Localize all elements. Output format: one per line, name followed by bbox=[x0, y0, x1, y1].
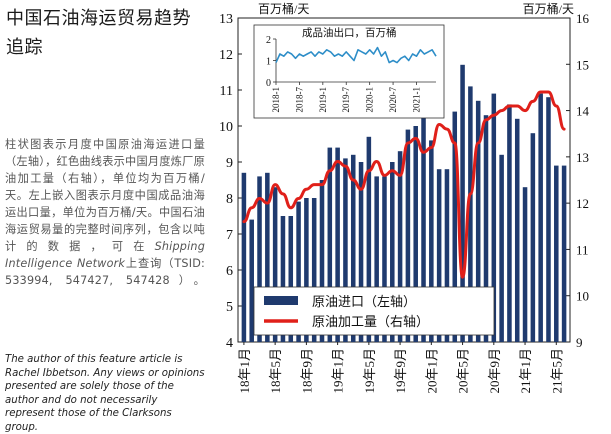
left-axis-label: 4 bbox=[226, 336, 233, 351]
page-title: 中国石油海运贸易趋势追踪 bbox=[6, 8, 191, 58]
import-bar bbox=[421, 104, 426, 343]
import-bar bbox=[546, 97, 551, 342]
right-axis-label: 12 bbox=[576, 196, 589, 211]
right-axis-label: 14 bbox=[576, 104, 590, 119]
import-bar bbox=[296, 201, 301, 342]
throughput-line bbox=[242, 90, 566, 279]
import-bar bbox=[350, 154, 356, 342]
left-axis-label: 12 bbox=[219, 48, 233, 63]
import-bar bbox=[280, 216, 286, 342]
import-bar bbox=[499, 154, 504, 342]
inset-x-label: 2021-1 bbox=[411, 87, 421, 113]
legend-bar-label: 原油进口（左轴） bbox=[312, 294, 416, 309]
inset-x-label: 2019-7 bbox=[341, 87, 351, 113]
left-axis-label: 10 bbox=[219, 120, 233, 135]
inset-x-label: 2018-7 bbox=[294, 87, 304, 113]
import-bar bbox=[311, 198, 317, 342]
import-bar bbox=[335, 147, 340, 342]
right-axis-label: 10 bbox=[576, 289, 589, 304]
right-axis-label: 11 bbox=[576, 242, 589, 257]
right-axis-label: 15 bbox=[576, 57, 589, 72]
x-axis-label: 18年5月 bbox=[268, 348, 283, 394]
import-bar bbox=[514, 118, 520, 342]
inset-y-label: 1 bbox=[266, 57, 271, 68]
x-axis-label: 21年5月 bbox=[549, 348, 564, 394]
import-bar bbox=[491, 93, 497, 342]
import-bar bbox=[288, 216, 294, 342]
x-axis-label: 20年9月 bbox=[487, 348, 502, 394]
import-bar bbox=[522, 187, 528, 342]
import-bar bbox=[366, 136, 372, 342]
right-axis-label: 16 bbox=[576, 11, 590, 26]
left-axis-label: 7 bbox=[226, 228, 233, 243]
right-axis-label: 9 bbox=[576, 335, 583, 350]
import-bar bbox=[265, 172, 270, 342]
right-axis-unit: 百万桶/天 bbox=[523, 1, 574, 16]
import-bar bbox=[429, 140, 434, 342]
source-name: Shipping Intelligence Network bbox=[5, 240, 205, 270]
x-axis-label: 18年1月 bbox=[237, 348, 252, 394]
import-bar bbox=[507, 104, 512, 343]
author-note: The author of this feature article is Ra… bbox=[5, 354, 205, 433]
legend-line-label: 原油加工量（右轴） bbox=[312, 314, 429, 329]
import-bar bbox=[530, 133, 536, 342]
import-bar bbox=[397, 151, 403, 342]
description-paragraph: 柱状图表示月度中国原油海运进口量（左轴），红色曲线表示中国月度炼厂原油加工量（右… bbox=[5, 136, 205, 289]
sidebar-text-panel: 中国石油海运贸易趋势追踪 柱状图表示月度中国原油海运进口量（左轴），红色曲线表示… bbox=[0, 0, 212, 433]
import-bar bbox=[319, 180, 325, 342]
import-bar bbox=[358, 162, 364, 342]
import-bar bbox=[327, 147, 333, 342]
import-bar bbox=[272, 187, 278, 342]
import-bar bbox=[452, 111, 458, 342]
import-bar bbox=[241, 172, 247, 342]
x-axis-label: 19年5月 bbox=[362, 348, 377, 394]
import-bar bbox=[460, 64, 465, 343]
inset-x-label: 2018-1 bbox=[271, 87, 281, 113]
import-bar bbox=[468, 86, 473, 343]
inset-export-line bbox=[275, 46, 437, 64]
import-bar bbox=[405, 129, 411, 342]
left-axis-label: 6 bbox=[226, 264, 233, 279]
import-bar bbox=[257, 176, 262, 342]
import-bar bbox=[475, 100, 481, 342]
inset-x-label: 2019-1 bbox=[318, 87, 328, 113]
left-axis-label: 9 bbox=[226, 156, 233, 171]
legend-box bbox=[253, 286, 495, 336]
legend-bar-swatch bbox=[264, 296, 298, 305]
inset-frame bbox=[253, 24, 445, 119]
import-bar bbox=[343, 158, 348, 342]
left-axis-unit: 百万桶/天 bbox=[258, 1, 309, 16]
import-bar bbox=[436, 169, 442, 342]
import-bar bbox=[382, 176, 387, 342]
left-axis-label: 8 bbox=[226, 192, 233, 207]
description-text-end: 上查询（TSID: 533994, 547427, 547428）。 bbox=[5, 257, 205, 287]
inset-y-label: 0 bbox=[266, 78, 271, 89]
left-axis-label: 13 bbox=[219, 12, 233, 27]
left-axis-label: 5 bbox=[226, 300, 233, 315]
import-bar bbox=[444, 169, 450, 342]
import-bar bbox=[483, 115, 489, 342]
import-bar bbox=[304, 198, 309, 342]
x-axis-label: 20年5月 bbox=[456, 348, 471, 394]
x-axis-label: 19年1月 bbox=[331, 348, 346, 394]
x-axis-label: 18年9月 bbox=[299, 348, 314, 394]
x-axis-label: 19年9月 bbox=[393, 348, 408, 394]
description-text: 柱状图表示月度中国原油海运进口量（左轴），红色曲线表示中国月度炼厂原油加工量（右… bbox=[5, 138, 205, 253]
inset-x-label: 2020-1 bbox=[365, 87, 375, 113]
right-axis-label: 13 bbox=[576, 150, 589, 165]
import-bar bbox=[374, 176, 379, 342]
import-bar bbox=[538, 93, 543, 342]
import-bar bbox=[554, 165, 559, 342]
left-axis-label: 11 bbox=[220, 84, 233, 99]
import-bar bbox=[413, 126, 418, 342]
x-axis-label: 20年1月 bbox=[424, 348, 439, 394]
inset-y-label: 2 bbox=[266, 35, 271, 46]
inset-x-label: 2020-7 bbox=[388, 87, 398, 113]
import-bar bbox=[390, 162, 395, 342]
x-axis-label: 21年1月 bbox=[518, 348, 533, 394]
import-bar bbox=[561, 165, 567, 342]
import-bar bbox=[249, 219, 254, 342]
inset-title: 成品油出口，百万桶 bbox=[302, 26, 397, 39]
